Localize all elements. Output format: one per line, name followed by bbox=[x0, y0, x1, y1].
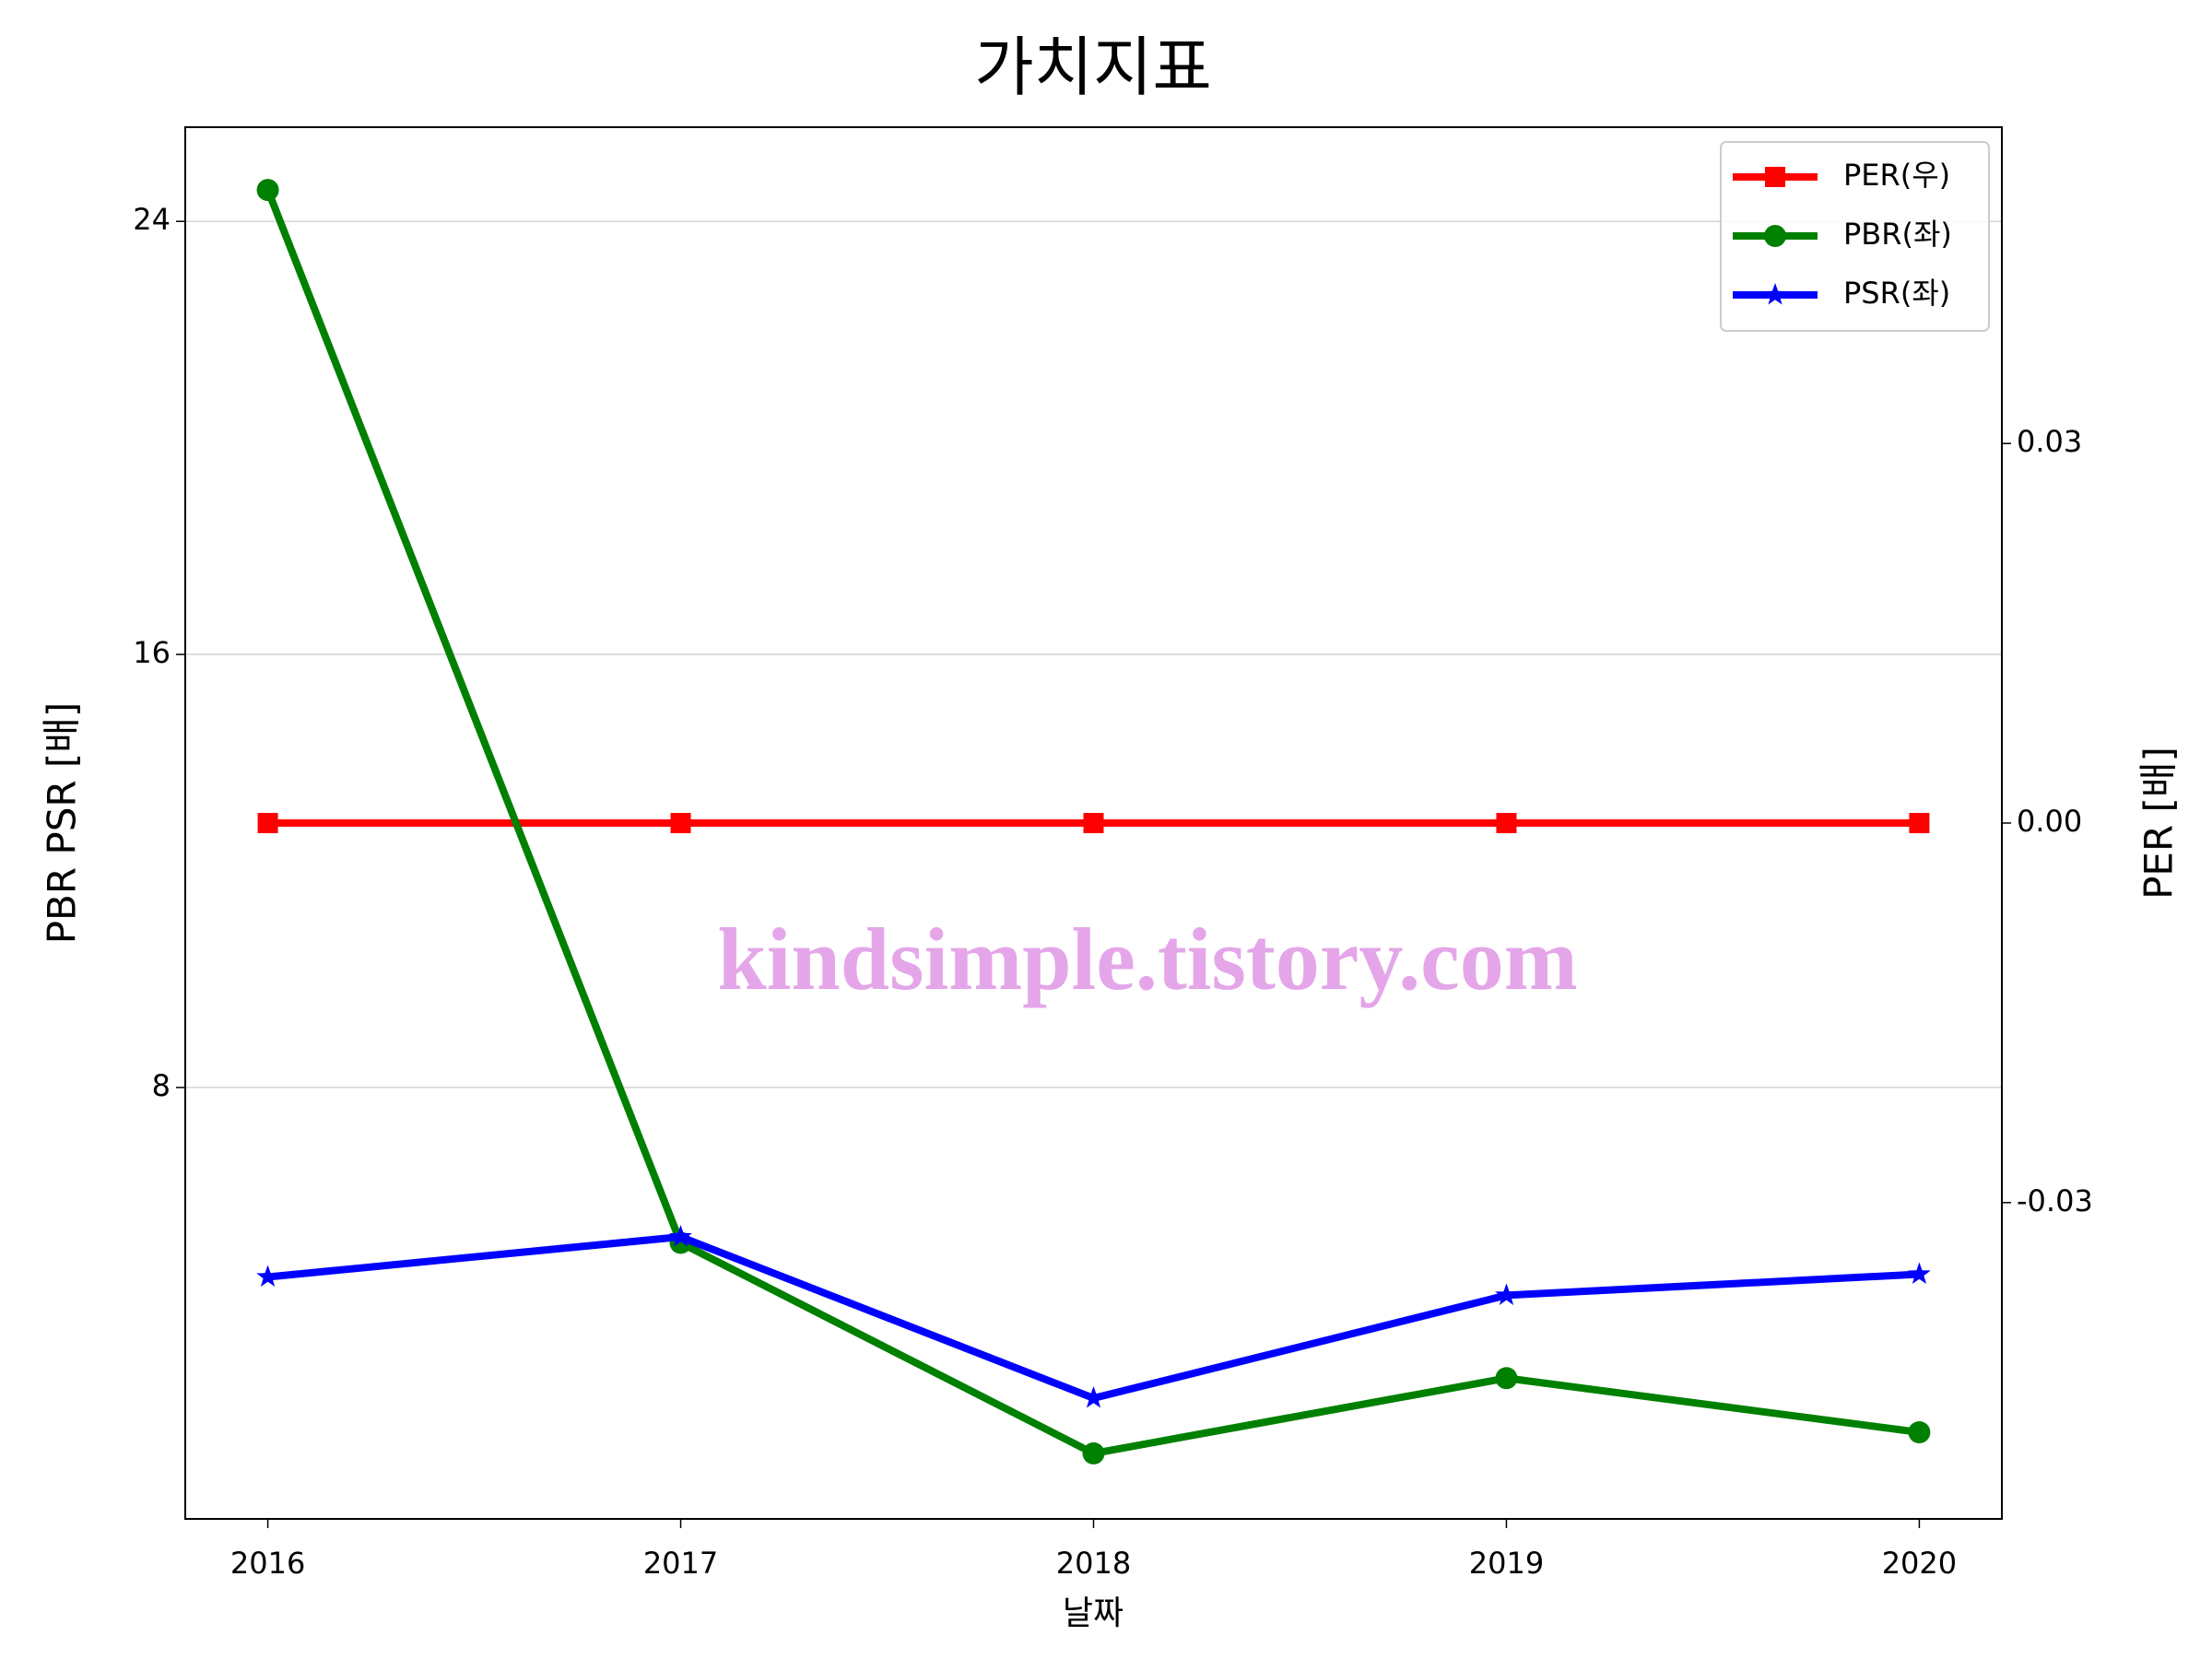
legend-marker bbox=[1765, 167, 1785, 187]
legend: PER(우) PBR(좌) PSR(좌) bbox=[1720, 141, 1990, 332]
data-point bbox=[257, 813, 278, 833]
data-point bbox=[256, 1265, 279, 1287]
legend-marker bbox=[1764, 225, 1786, 247]
y-tick-label: 8 bbox=[152, 1068, 171, 1103]
legend-box bbox=[1720, 141, 1990, 332]
data-point bbox=[670, 813, 691, 833]
data-point bbox=[669, 1225, 692, 1247]
data-point bbox=[1495, 1367, 1518, 1390]
x-tick-label: 2017 bbox=[643, 1546, 718, 1581]
data-point bbox=[1082, 1386, 1105, 1408]
plot-frame bbox=[184, 126, 2003, 1520]
data-point bbox=[1495, 1283, 1518, 1305]
chart-title: 가치지표 bbox=[974, 29, 1212, 105]
legend-marker bbox=[1763, 283, 1787, 305]
y-axis-label: PBR PSR [배] bbox=[40, 702, 85, 945]
y-tick-label: 24 bbox=[133, 202, 171, 237]
y2-tick-label: -0.03 bbox=[2017, 1183, 2093, 1218]
data-point bbox=[1908, 1262, 1931, 1284]
watermark: kindsimple.tistory.com bbox=[717, 910, 1577, 1008]
x-axis-label: 날짜 bbox=[1063, 1594, 1124, 1632]
x-tick-label: 2016 bbox=[230, 1546, 305, 1581]
x-tick-label: 2018 bbox=[1056, 1546, 1131, 1581]
data-point bbox=[1908, 1421, 1931, 1444]
legend-label: PSR(좌) bbox=[1843, 276, 1950, 311]
y2-axis-label: PER [배] bbox=[2136, 747, 2182, 900]
data-point bbox=[1083, 813, 1104, 833]
y2-tick-label: 0.03 bbox=[2017, 424, 2082, 459]
data-point bbox=[1496, 813, 1517, 833]
data-point bbox=[1909, 813, 1930, 833]
data-point bbox=[1082, 1441, 1105, 1465]
y-tick-label: 16 bbox=[133, 635, 171, 670]
x-tick-label: 2020 bbox=[1882, 1546, 1957, 1581]
data-point bbox=[256, 179, 279, 202]
legend-label: PBR(좌) bbox=[1843, 217, 1952, 252]
y2-tick-label: 0.00 bbox=[2017, 804, 2082, 839]
legend-label: PER(우) bbox=[1843, 158, 1950, 193]
x-tick-label: 2019 bbox=[1469, 1546, 1544, 1581]
